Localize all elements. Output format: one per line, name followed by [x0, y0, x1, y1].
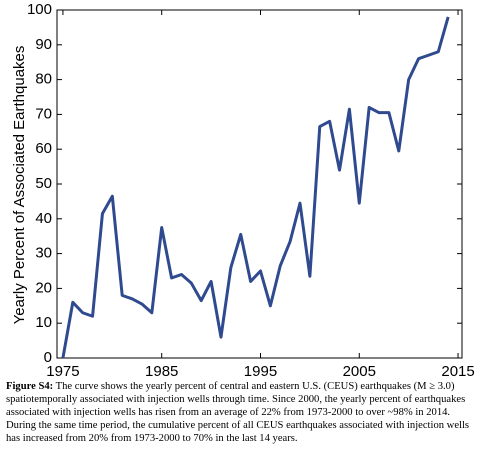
data-line — [61, 16, 450, 359]
chart: Yearly Percent of Associated Earthquakes… — [11, 1, 475, 380]
y-tick-label: 40 — [35, 210, 52, 227]
y-tick-label: 100 — [27, 1, 52, 18]
y-tick-label: 90 — [35, 36, 52, 53]
y-tick-label: 50 — [35, 175, 52, 192]
x-tick-label: 1995 — [244, 363, 277, 380]
x-tick-label: 2015 — [441, 363, 474, 380]
y-tick-label: 10 — [35, 314, 52, 331]
caption-label: Figure S4: — [6, 381, 54, 392]
y-tick-label: 20 — [35, 279, 52, 296]
caption: Figure S4: The curve shows the yearly pe… — [6, 380, 482, 445]
y-tick-label: 0 — [44, 349, 52, 366]
plot-frame — [56, 9, 463, 359]
y-tick-label: 80 — [35, 71, 52, 88]
y-axis-label: Yearly Percent of Associated Earthquakes — [11, 46, 28, 325]
y-tick-label: 30 — [35, 245, 52, 262]
caption-text: The curve shows the yearly percent of ce… — [6, 381, 470, 444]
y-tick-label: 60 — [35, 140, 52, 157]
y-tick-label: 70 — [35, 105, 52, 122]
x-tick-label: 1975 — [46, 363, 79, 380]
x-tick-label: 1985 — [145, 363, 178, 380]
x-tick-label: 2005 — [343, 363, 376, 380]
